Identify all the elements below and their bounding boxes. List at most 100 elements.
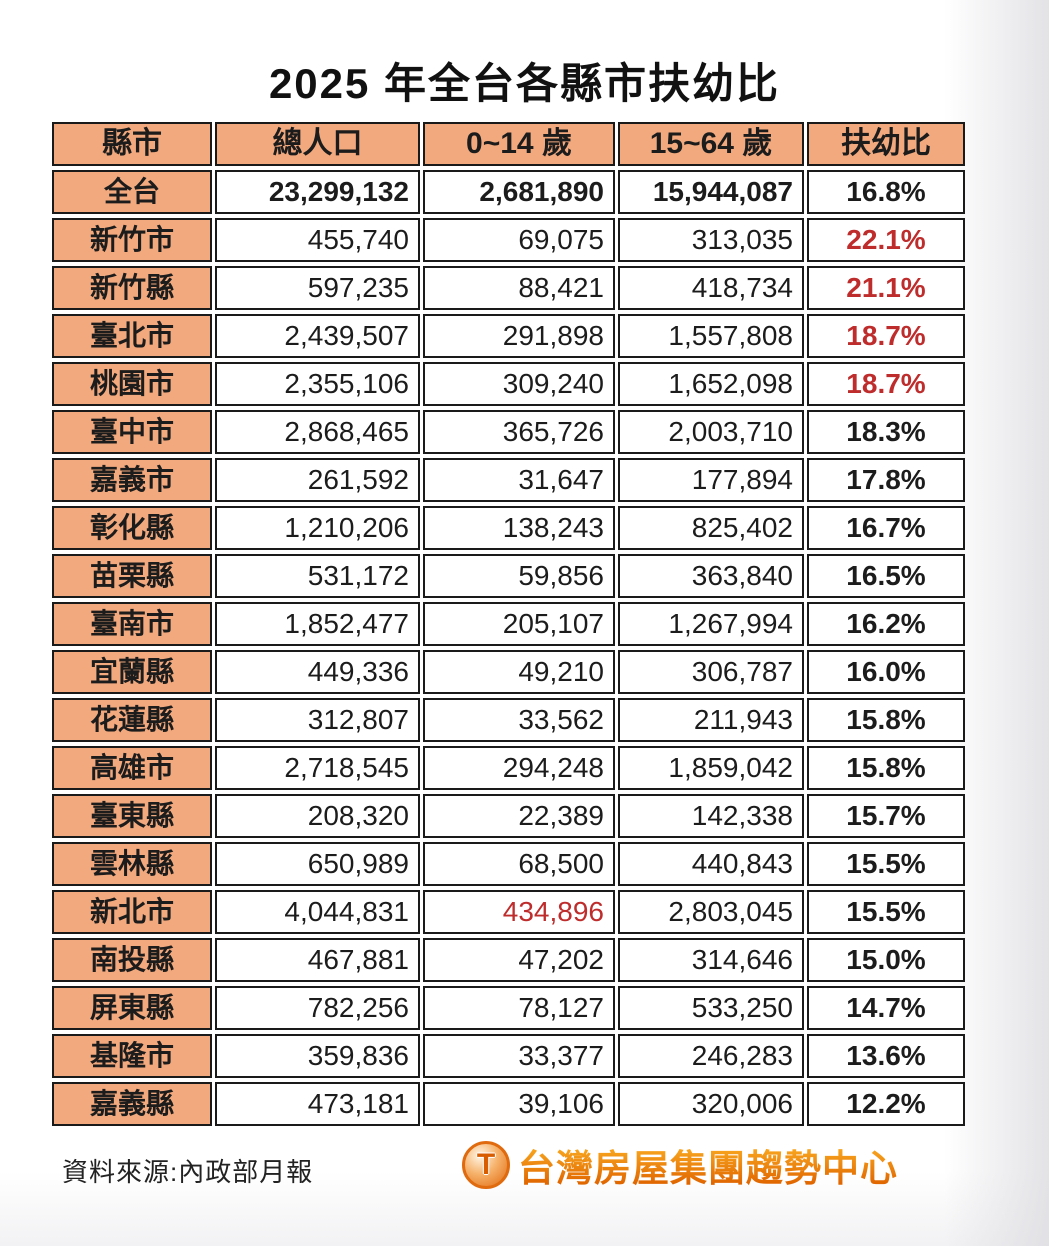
ratio-cell: 13.6% [807, 1034, 965, 1078]
table-row: 新竹縣 597,235 88,421 418,734 21.1% [52, 266, 965, 310]
total-population-cell: 2,718,545 [215, 746, 420, 790]
ratio-cell: 12.2% [807, 1082, 965, 1126]
ratio-cell: 16.0% [807, 650, 965, 694]
table-row: 屏東縣 782,256 78,127 533,250 14.7% [52, 986, 965, 1030]
county-cell: 新北市 [52, 890, 212, 934]
total-population-cell: 2,439,507 [215, 314, 420, 358]
county-cell: 新竹縣 [52, 266, 212, 310]
county-cell: 臺中市 [52, 410, 212, 454]
age-0-14-cell: 365,726 [423, 410, 615, 454]
ratio-cell: 15.7% [807, 794, 965, 838]
county-cell: 桃園市 [52, 362, 212, 406]
total-population-cell: 2,868,465 [215, 410, 420, 454]
table-row: 高雄市 2,718,545 294,248 1,859,042 15.8% [52, 746, 965, 790]
age-0-14-cell: 33,377 [423, 1034, 615, 1078]
county-cell: 花蓮縣 [52, 698, 212, 742]
total-population-cell: 359,836 [215, 1034, 420, 1078]
table-row: 苗栗縣 531,172 59,856 363,840 16.5% [52, 554, 965, 598]
table-row: 新北市 4,044,831 434,896 2,803,045 15.5% [52, 890, 965, 934]
county-cell: 嘉義縣 [52, 1082, 212, 1126]
total-population-cell: 650,989 [215, 842, 420, 886]
county-cell: 嘉義市 [52, 458, 212, 502]
age-15-64-cell: 2,003,710 [618, 410, 804, 454]
header-county: 縣市 [52, 122, 212, 166]
table-row: 桃園市 2,355,106 309,240 1,652,098 18.7% [52, 362, 965, 406]
age-0-14-cell: 59,856 [423, 554, 615, 598]
ratio-cell: 15.5% [807, 842, 965, 886]
ratio-cell: 16.7% [807, 506, 965, 550]
age-15-64-cell: 15,944,087 [618, 170, 804, 214]
total-population-cell: 473,181 [215, 1082, 420, 1126]
age-0-14-cell: 31,647 [423, 458, 615, 502]
table-row: 宜蘭縣 449,336 49,210 306,787 16.0% [52, 650, 965, 694]
age-0-14-cell: 33,562 [423, 698, 615, 742]
header-total-population: 總人口 [215, 122, 420, 166]
total-population-cell: 467,881 [215, 938, 420, 982]
total-population-cell: 4,044,831 [215, 890, 420, 934]
ratio-cell: 15.8% [807, 746, 965, 790]
county-cell: 宜蘭縣 [52, 650, 212, 694]
total-population-cell: 208,320 [215, 794, 420, 838]
age-0-14-cell: 88,421 [423, 266, 615, 310]
ratio-cell: 18.7% [807, 362, 965, 406]
data-source-note: 資料來源:內政部月報 [62, 1157, 314, 1187]
age-15-64-cell: 363,840 [618, 554, 804, 598]
age-0-14-cell: 138,243 [423, 506, 615, 550]
age-15-64-cell: 418,734 [618, 266, 804, 310]
ratio-cell: 15.8% [807, 698, 965, 742]
age-0-14-cell: 309,240 [423, 362, 615, 406]
county-cell: 南投縣 [52, 938, 212, 982]
total-population-cell: 261,592 [215, 458, 420, 502]
county-cell: 臺東縣 [52, 794, 212, 838]
age-0-14-cell: 294,248 [423, 746, 615, 790]
age-0-14-cell: 291,898 [423, 314, 615, 358]
total-population-cell: 312,807 [215, 698, 420, 742]
age-15-64-cell: 314,646 [618, 938, 804, 982]
header-age-15-64: 15~64 歲 [618, 122, 804, 166]
age-15-64-cell: 440,843 [618, 842, 804, 886]
taiwan-housing-t-icon: T [462, 1141, 510, 1189]
table-body: 全台 23,299,132 2,681,890 15,944,087 16.8%… [52, 170, 965, 1126]
total-population-cell: 782,256 [215, 986, 420, 1030]
table-row: 花蓮縣 312,807 33,562 211,943 15.8% [52, 698, 965, 742]
page-title: 2025 年全台各縣市扶幼比 [268, 60, 781, 107]
table-header-row: 縣市 總人口 0~14 歲 15~64 歲 扶幼比 [52, 122, 965, 166]
county-cell: 彰化縣 [52, 506, 212, 550]
total-population-cell: 2,355,106 [215, 362, 420, 406]
age-0-14-cell: 78,127 [423, 986, 615, 1030]
age-0-14-cell: 2,681,890 [423, 170, 615, 214]
county-cell: 屏東縣 [52, 986, 212, 1030]
age-0-14-cell: 68,500 [423, 842, 615, 886]
age-15-64-cell: 320,006 [618, 1082, 804, 1126]
total-population-cell: 23,299,132 [215, 170, 420, 214]
county-cell: 雲林縣 [52, 842, 212, 886]
county-cell: 臺北市 [52, 314, 212, 358]
age-0-14-cell: 205,107 [423, 602, 615, 646]
brand-logo-text: 台灣房屋集團趨勢中心 [518, 1138, 898, 1192]
age-0-14-cell: 22,389 [423, 794, 615, 838]
county-cell: 新竹市 [52, 218, 212, 262]
age-15-64-cell: 177,894 [618, 458, 804, 502]
total-population-cell: 531,172 [215, 554, 420, 598]
ratio-cell: 16.2% [807, 602, 965, 646]
age-15-64-cell: 246,283 [618, 1034, 804, 1078]
age-0-14-cell: 69,075 [423, 218, 615, 262]
ratio-cell: 15.0% [807, 938, 965, 982]
brand-logo: T 台灣房屋集團趨勢中心 [462, 1138, 898, 1192]
age-15-64-cell: 2,803,045 [618, 890, 804, 934]
table-row: 彰化縣 1,210,206 138,243 825,402 16.7% [52, 506, 965, 550]
ratio-cell: 16.8% [807, 170, 965, 214]
county-cell: 全台 [52, 170, 212, 214]
table-row: 嘉義縣 473,181 39,106 320,006 12.2% [52, 1082, 965, 1126]
header-ratio: 扶幼比 [807, 122, 965, 166]
total-population-cell: 1,210,206 [215, 506, 420, 550]
ratio-cell: 16.5% [807, 554, 965, 598]
age-15-64-cell: 306,787 [618, 650, 804, 694]
age-0-14-cell: 39,106 [423, 1082, 615, 1126]
table-row: 嘉義市 261,592 31,647 177,894 17.8% [52, 458, 965, 502]
ratio-cell: 21.1% [807, 266, 965, 310]
age-0-14-cell: 49,210 [423, 650, 615, 694]
ratio-cell: 18.7% [807, 314, 965, 358]
table-row: 基隆市 359,836 33,377 246,283 13.6% [52, 1034, 965, 1078]
ratio-cell: 18.3% [807, 410, 965, 454]
